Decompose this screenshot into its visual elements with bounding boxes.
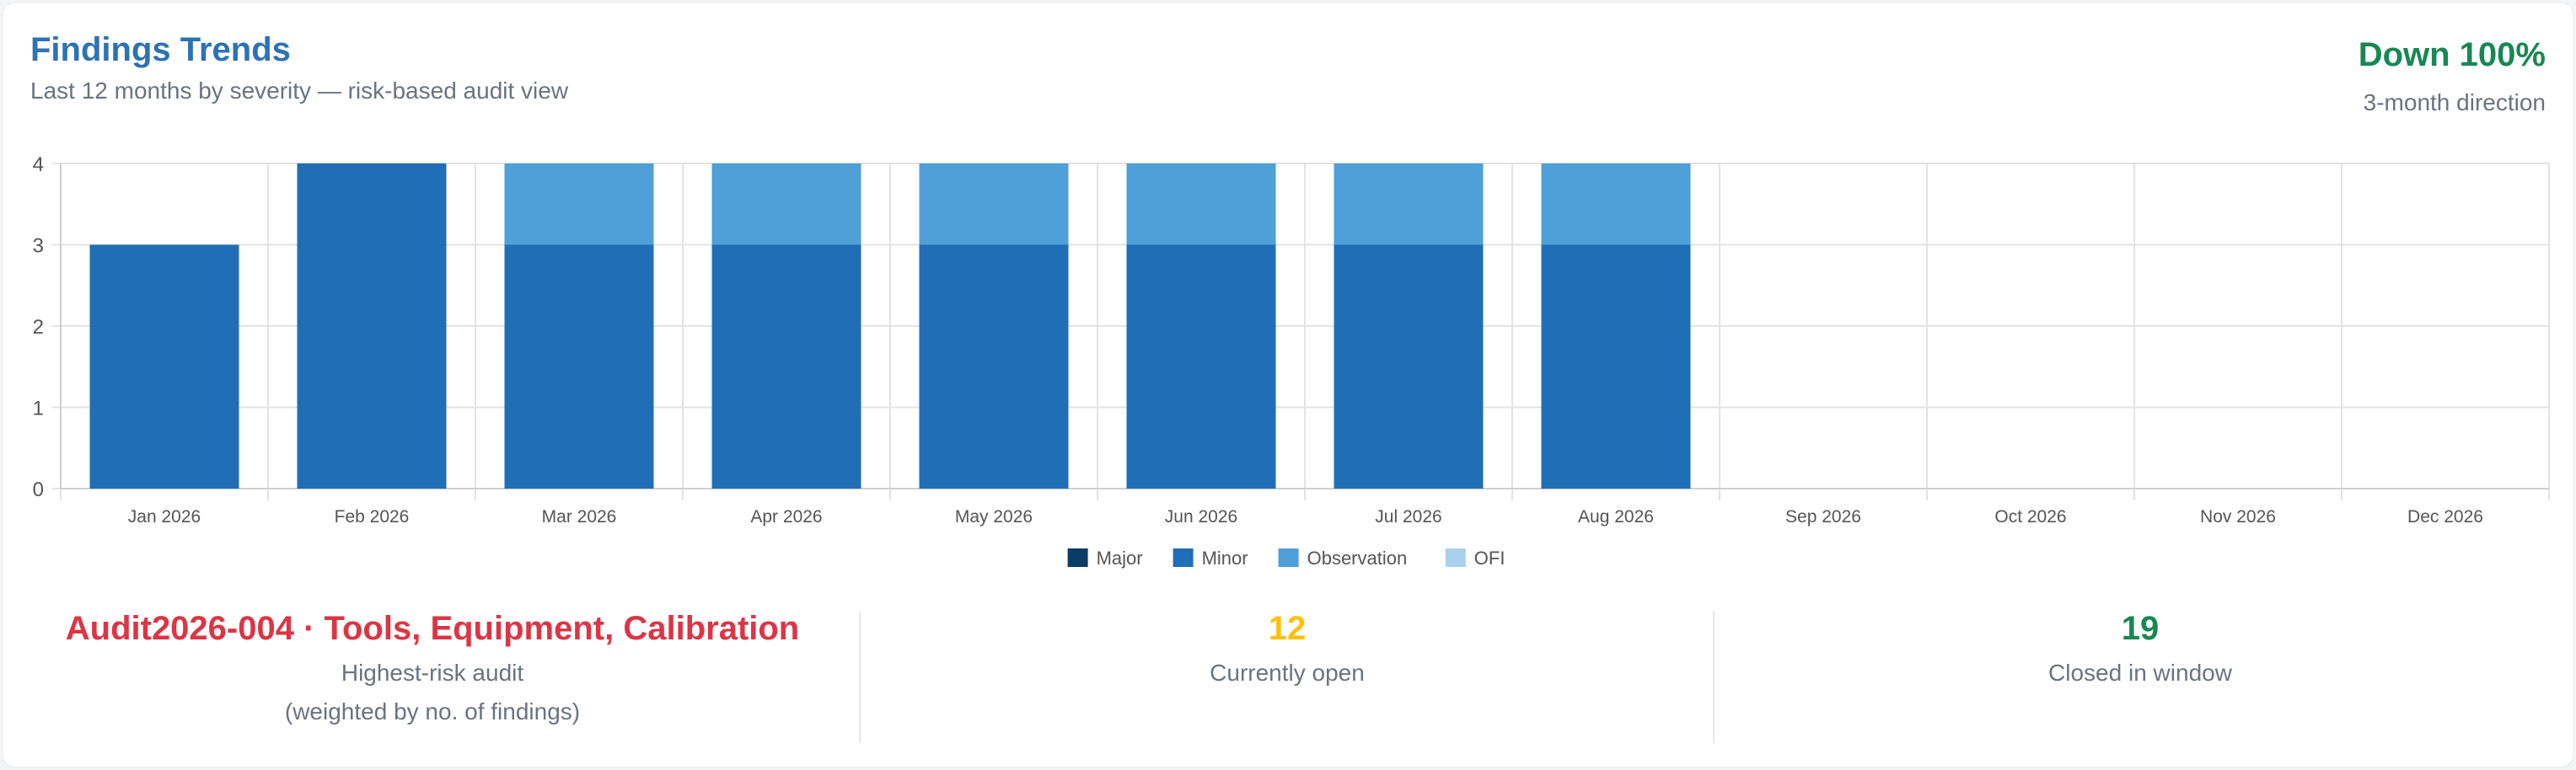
x-tick-label: Sep 2026 xyxy=(1785,507,1861,527)
bar-minor-aug-2026 xyxy=(1541,244,1691,489)
x-tick-label: Jan 2026 xyxy=(128,507,201,527)
bar-minor-jan-2026 xyxy=(89,244,239,489)
x-tick-label: Oct 2026 xyxy=(1994,507,2066,527)
x-tick-label: Nov 2026 xyxy=(2200,507,2276,527)
bar-observation-jul-2026 xyxy=(1334,163,1484,245)
highest-risk-audit-stat: Audit2026-004 · Tools, Equipment, Calibr… xyxy=(34,608,831,743)
x-tick-label: Jun 2026 xyxy=(1165,507,1237,527)
stat-divider xyxy=(1713,612,1715,743)
x-tick-label: May 2026 xyxy=(955,507,1033,527)
legend-swatch-major xyxy=(1067,548,1088,567)
y-tick-label: 3 xyxy=(33,235,44,258)
card-title: Findings Trends xyxy=(30,31,291,68)
bar-observation-may-2026 xyxy=(919,163,1069,245)
legend-label-major: Major xyxy=(1097,548,1143,569)
bar-minor-feb-2026 xyxy=(297,163,447,489)
y-tick-label: 1 xyxy=(33,398,44,420)
x-tick-label: Jul 2026 xyxy=(1375,507,1441,527)
bar-observation-jun-2026 xyxy=(1126,163,1276,245)
legend-label-minor: Minor xyxy=(1202,548,1248,569)
legend-swatch-ofi xyxy=(1445,548,1466,567)
y-tick-label: 4 xyxy=(33,153,44,176)
highest-risk-audit-value: Audit2026-004 · Tools, Equipment, Calibr… xyxy=(65,610,800,647)
currently-open-label: Currently open xyxy=(1210,660,1365,686)
bar-observation-mar-2026 xyxy=(504,163,654,245)
bar-minor-jun-2026 xyxy=(1126,244,1276,489)
x-tick-label: Dec 2026 xyxy=(2407,507,2483,527)
legend-swatch-minor xyxy=(1173,548,1194,567)
x-tick-label: Apr 2026 xyxy=(750,507,822,527)
closed-in-window-value: 19 xyxy=(2121,610,2160,647)
currently-open-stat: 12 Currently open xyxy=(863,608,1711,743)
x-tick-label: Aug 2026 xyxy=(1578,507,1654,527)
highest-risk-audit-label: Highest-risk audit xyxy=(341,660,524,686)
card-subtitle: Last 12 months by severity — risk-based … xyxy=(30,78,569,104)
bar-minor-jul-2026 xyxy=(1334,244,1484,489)
x-tick-label: Mar 2026 xyxy=(542,507,617,527)
currently-open-value: 12 xyxy=(1268,610,1307,647)
findings-bar-chart: 0 1 2 3 4 Jan 2026 Feb 2026 Mar 2026 Apr 2026 May… xyxy=(33,153,2550,569)
bar-observation-aug-2026 xyxy=(1541,163,1691,245)
y-tick-label: 0 xyxy=(33,479,44,501)
legend-swatch-observation xyxy=(1278,548,1299,567)
closed-in-window-stat: 19 Closed in window xyxy=(1716,608,2564,743)
closed-in-window-label: Closed in window xyxy=(2048,660,2232,686)
bar-minor-mar-2026 xyxy=(504,244,654,489)
bar-observation-apr-2026 xyxy=(711,163,861,245)
trend-direction-label: 3-month direction xyxy=(2363,89,2546,115)
bar-minor-apr-2026 xyxy=(711,244,861,489)
bar-minor-may-2026 xyxy=(919,244,1069,489)
legend-label-ofi: OFI xyxy=(1474,548,1505,569)
x-tick-label: Feb 2026 xyxy=(335,507,410,527)
highest-risk-audit-sublabel: (weighted by no. of findings) xyxy=(284,698,581,725)
stat-divider xyxy=(859,612,861,743)
trend-direction-value: Down 100% xyxy=(2358,36,2546,73)
legend-label-observation: Observation xyxy=(1307,548,1408,569)
y-tick-label: 2 xyxy=(33,316,44,339)
